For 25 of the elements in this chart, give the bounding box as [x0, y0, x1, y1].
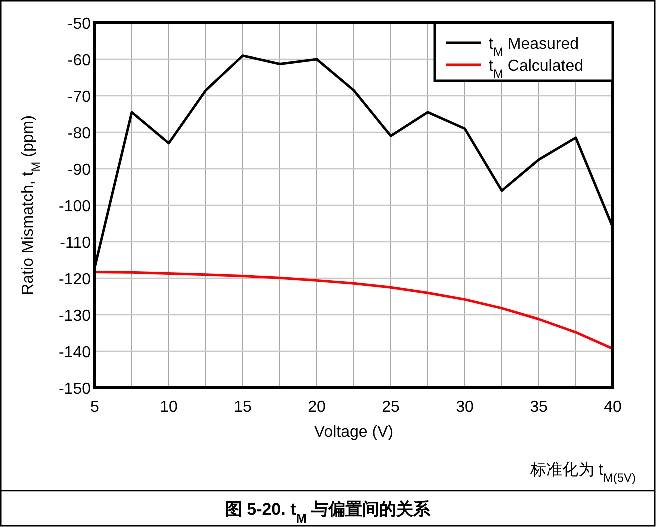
y-tick-label: -90: [68, 162, 92, 179]
x-tick-label: 10: [160, 399, 178, 416]
x-tick-label: 15: [234, 399, 252, 416]
x-tick-label: 30: [456, 399, 474, 416]
y-tick-label: -110: [60, 235, 92, 252]
legend-label: t$_{M}$ Measured: [489, 36, 580, 59]
chart-title: 图 5-20. t$_{M}$ 与偏置间的关系: [225, 500, 431, 526]
x-axis-title: Voltage (V): [314, 424, 394, 441]
y-tick-label: -50: [68, 16, 92, 33]
y-tick-label: -80: [68, 126, 92, 142]
y-tick-label: -130: [58, 308, 92, 325]
x-tick-label: 5: [90, 399, 100, 416]
y-tick-label: -70: [68, 89, 92, 106]
y-tick-label: -140: [58, 344, 92, 362]
y-tick-label: -60: [68, 52, 92, 70]
legend-label: t$_{M}$ Calculated: [489, 58, 584, 81]
x-tick-label: 25: [382, 399, 400, 416]
y-tick-label: -150: [58, 381, 92, 398]
line-series: [94, 271, 614, 350]
text: 标准化为 t$_{M(5V)}$: [529, 461, 636, 485]
x-tick-label: 40: [604, 399, 622, 416]
y-tick-label: -100: [58, 198, 92, 216]
y-tick-label: -120: [58, 272, 92, 288]
x-tick-label: 20: [308, 399, 326, 416]
x-tick-label: 35: [530, 399, 548, 416]
